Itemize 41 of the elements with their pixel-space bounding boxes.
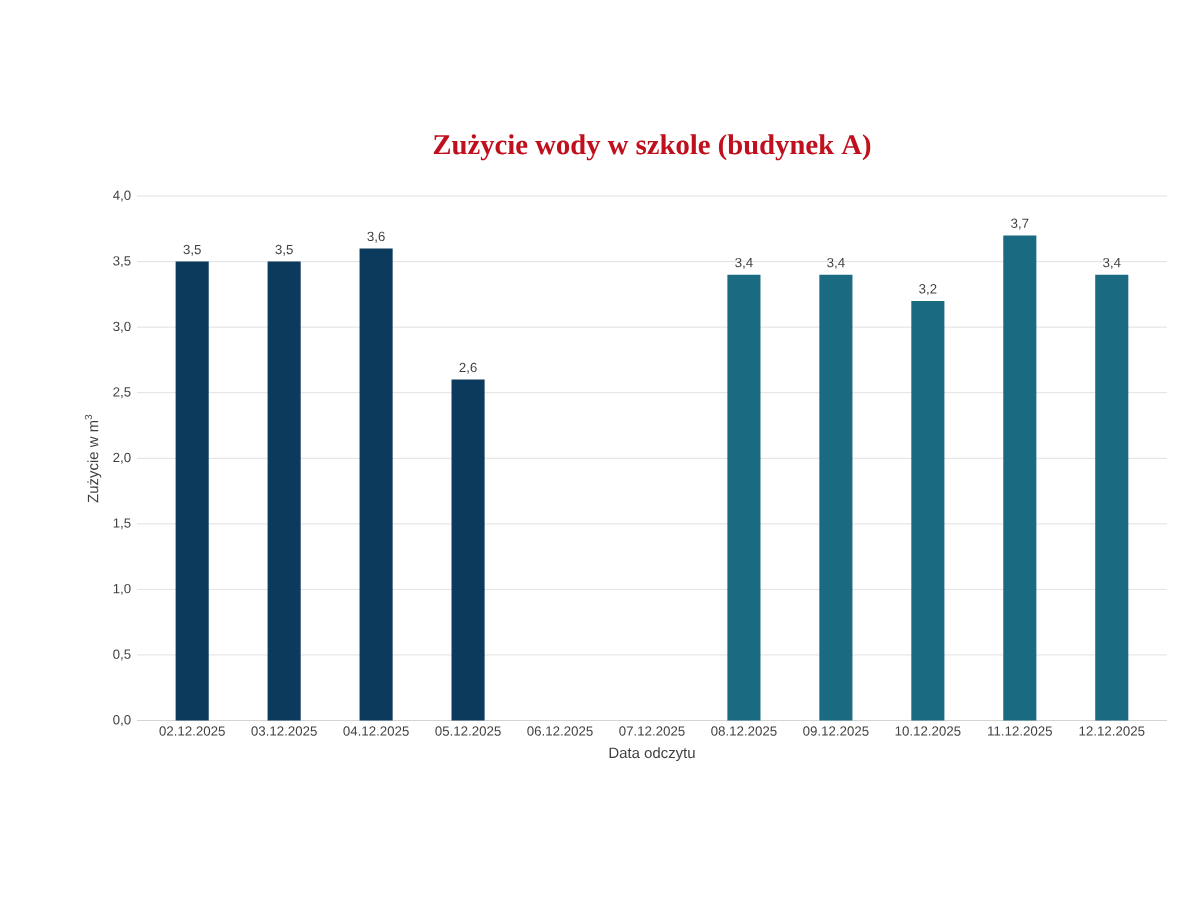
bar [819,274,853,721]
bar [1095,274,1129,721]
x-tick-label: 02.12.2025 [159,726,225,736]
data-label: 3,4 [735,257,753,269]
y-axis-title: Zużycie w m$^{3}$ [84,414,102,503]
y-tick-label: 1,0 [113,583,131,595]
x-axis-title: Data odczytu [609,747,695,762]
data-label: 3,4 [1103,257,1121,269]
data-label: 3,5 [183,244,201,256]
bar [175,261,209,721]
x-tick-label: 10.12.2025 [895,726,961,736]
bar [911,300,945,721]
data-label: 3,4 [827,257,845,269]
data-label: 3,7 [1011,218,1029,230]
y-tick-label: 2,5 [113,387,131,399]
x-tick-label: 08.12.2025 [711,726,777,736]
chart-title: Zużycie wody w szkole (budynek A) [433,134,871,161]
x-tick-label: 05.12.2025 [435,726,501,736]
y-tick-label: 4,0 [112,190,131,202]
data-label: 3,5 [275,244,293,256]
y-tick-label: 1,5 [113,518,131,530]
x-tick-label: 11.12.2025 [988,726,1052,736]
y-tick-label: 3,0 [113,321,131,333]
x-tick-label: 12.12.2025 [1079,726,1145,736]
data-label: 3,6 [367,231,385,243]
bar [451,379,485,721]
data-label: 3,2 [919,284,937,296]
y-tick-label: 2,0 [113,452,131,464]
y-tick-label: 0,0 [113,714,131,726]
y-tick-label: 3,5 [113,256,131,268]
bar [359,248,393,721]
data-label: 2,6 [459,362,477,374]
bar [727,274,761,721]
bar [267,261,301,721]
x-tick-label: 09.12.2025 [803,726,869,736]
x-tick-label: 07.12.2025 [619,726,685,736]
x-tick-label: 06.12.2025 [527,726,593,736]
x-tick-label: 04.12.2025 [343,726,409,736]
x-tick-label: 03.12.2025 [251,726,317,736]
y-tick-label: 0,5 [113,649,131,661]
bar [1003,235,1037,721]
